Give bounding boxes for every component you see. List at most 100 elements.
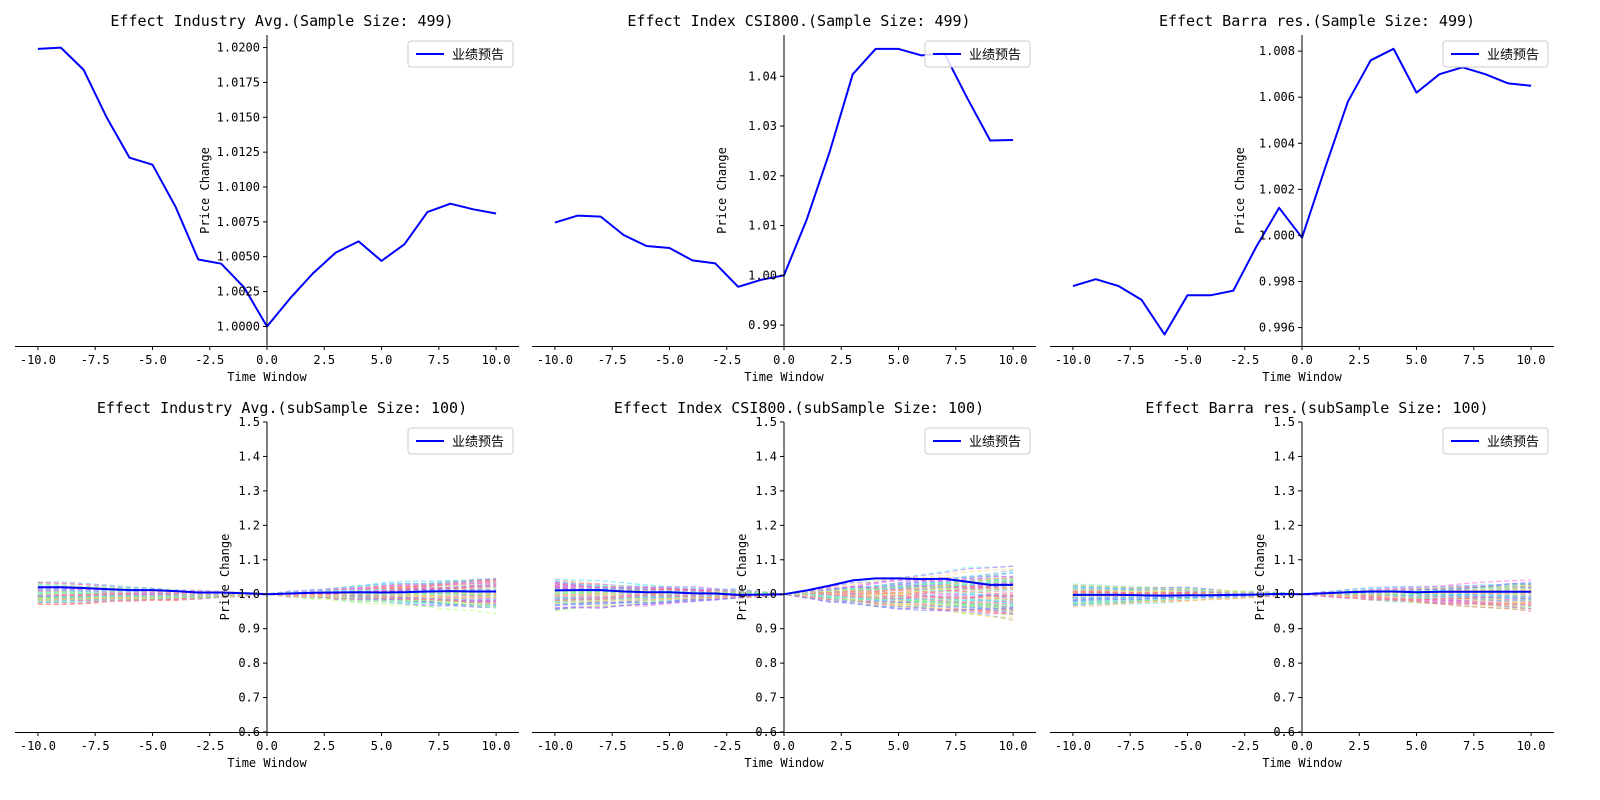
- x-tick-label: 5.0: [888, 353, 910, 367]
- y-tick-label: 1.02: [748, 169, 777, 183]
- y-tick-label: 0.8: [238, 656, 260, 670]
- chart-title: Effect Industry Avg.(subSample Size: 100…: [97, 399, 467, 417]
- legend-box: [924, 427, 1031, 455]
- subsample-line: [1072, 584, 1532, 605]
- x-tick-label: 0.0: [773, 739, 795, 753]
- x-tick-label: 10.0: [999, 739, 1028, 753]
- y-tick-label: 1.006: [1259, 90, 1295, 104]
- x-tick-label: 0.0: [773, 353, 795, 367]
- subsample-line: [554, 593, 1014, 621]
- y-tick-label: 0.99: [748, 318, 777, 332]
- y-tick-label: 1.0125: [217, 145, 260, 159]
- x-tick-label: -10.0: [1055, 353, 1091, 367]
- x-tick-label: 0.0: [1291, 353, 1313, 367]
- y-axis-label: Price Change: [218, 534, 232, 621]
- y-tick-label: 1.5: [755, 415, 777, 429]
- subsample-line: [554, 580, 1014, 595]
- x-tick-label: -5.0: [1173, 739, 1202, 753]
- subsample-line: [554, 580, 1014, 595]
- y-tick-label: 1.3: [755, 484, 777, 498]
- y-tick-label: 1.008: [1259, 44, 1295, 58]
- x-tick-label: 7.5: [1463, 353, 1485, 367]
- x-tick-label: 2.5: [1348, 739, 1370, 753]
- x-tick-label: -10.0: [20, 739, 56, 753]
- y-tick-label: 1.1: [238, 553, 260, 567]
- subsample-line: [554, 584, 1014, 603]
- legend-label: 业绩预告: [452, 435, 504, 450]
- x-tick-label: -10.0: [537, 739, 573, 753]
- subsample-line: [37, 592, 497, 599]
- legend-label: 业绩预告: [1487, 48, 1539, 63]
- y-tick-label: 1.04: [748, 69, 777, 83]
- x-tick-label: 0.0: [256, 739, 278, 753]
- y-tick-label: 1.0175: [217, 75, 260, 89]
- legend: 业绩预告: [924, 427, 1031, 455]
- legend: 业绩预告: [407, 427, 514, 455]
- x-tick-label: 2.5: [830, 353, 852, 367]
- subsample-line: [1072, 587, 1532, 608]
- x-tick-label: 0.0: [1291, 739, 1313, 753]
- subsample-line: [554, 592, 1014, 614]
- x-tick-label: 7.5: [945, 353, 967, 367]
- x-tick-label: 10.0: [482, 739, 511, 753]
- x-tick-label: -5.0: [655, 353, 684, 367]
- legend-box: [1442, 427, 1549, 455]
- y-tick-label: 1.4: [755, 449, 777, 463]
- y-tick-label: 1.0150: [217, 110, 260, 124]
- subsample-line: [554, 584, 1014, 609]
- x-tick-label: -5.0: [655, 739, 684, 753]
- subsample-line: [554, 580, 1014, 596]
- subsample-line: [554, 587, 1014, 600]
- subsample-line: [37, 584, 497, 596]
- x-tick-label: 7.5: [428, 353, 450, 367]
- x-tick-label: -2.5: [1230, 353, 1259, 367]
- x-tick-label: -2.5: [712, 353, 741, 367]
- legend-label: 业绩预告: [452, 48, 504, 63]
- chart-panel-6: -10.0 -7.5 -5.0 -2.5 0.0 2.5 5.0 7.5 10.0 0.6 0.7 0…: [1050, 399, 1554, 770]
- y-axis-label: Price Change: [198, 147, 212, 234]
- subsample-line: [37, 593, 497, 605]
- subsample-line: [37, 578, 497, 595]
- x-tick-label: 5.0: [371, 739, 393, 753]
- x-tick-label: 5.0: [1406, 353, 1428, 367]
- legend-box: [924, 40, 1031, 68]
- x-tick-label: 10.0: [1517, 739, 1546, 753]
- x-axis-label: Time Window: [227, 370, 307, 384]
- y-tick-label: 0.6: [755, 725, 777, 739]
- y-tick-label: 1.3: [1273, 484, 1295, 498]
- chart-title: Effect Index CSI800.(Sample Size: 499): [627, 12, 970, 30]
- y-tick-label: 0.8: [755, 656, 777, 670]
- y-tick-label: 0.7: [1273, 691, 1295, 705]
- y-tick-label: 1.2: [238, 518, 260, 532]
- x-tick-label: -7.5: [1116, 739, 1145, 753]
- legend: 业绩预告: [407, 40, 514, 68]
- x-tick-label: 2.5: [830, 739, 852, 753]
- x-tick-label: -10.0: [537, 353, 573, 367]
- subsample-line: [1072, 584, 1532, 596]
- subsample-line: [1072, 588, 1532, 595]
- legend: 业绩预告: [1442, 40, 1549, 68]
- x-tick-label: -2.5: [195, 353, 224, 367]
- subsample-line: [1072, 591, 1532, 608]
- x-tick-label: -2.5: [1230, 739, 1259, 753]
- subsample-line: [554, 591, 1014, 602]
- x-axis-label: Time Window: [227, 756, 307, 770]
- y-tick-label: 1.03: [748, 119, 777, 133]
- subsample-line: [37, 593, 497, 604]
- x-tick-label: 10.0: [482, 353, 511, 367]
- plot-area: [1072, 579, 1532, 612]
- chart-panel-2: -10.0 -7.5 -5.0 -2.5 0.0 2.5 5.0 7.5 10.0 0.99 1.0…: [532, 12, 1036, 384]
- subsample-line: [554, 581, 1014, 612]
- subsample-line: [554, 577, 1014, 597]
- x-tick-label: -5.0: [138, 739, 167, 753]
- subsample-line: [554, 591, 1014, 609]
- y-tick-label: 1.0: [755, 587, 777, 601]
- legend: 业绩预告: [1442, 427, 1549, 455]
- x-tick-label: 7.5: [1463, 739, 1485, 753]
- y-tick-label: 1.004: [1259, 136, 1295, 150]
- y-tick-label: 0.8: [1273, 656, 1295, 670]
- x-tick-label: 2.5: [313, 739, 335, 753]
- x-tick-label: 10.0: [1517, 353, 1546, 367]
- legend-label: 业绩预告: [1487, 435, 1539, 450]
- x-tick-label: -2.5: [195, 739, 224, 753]
